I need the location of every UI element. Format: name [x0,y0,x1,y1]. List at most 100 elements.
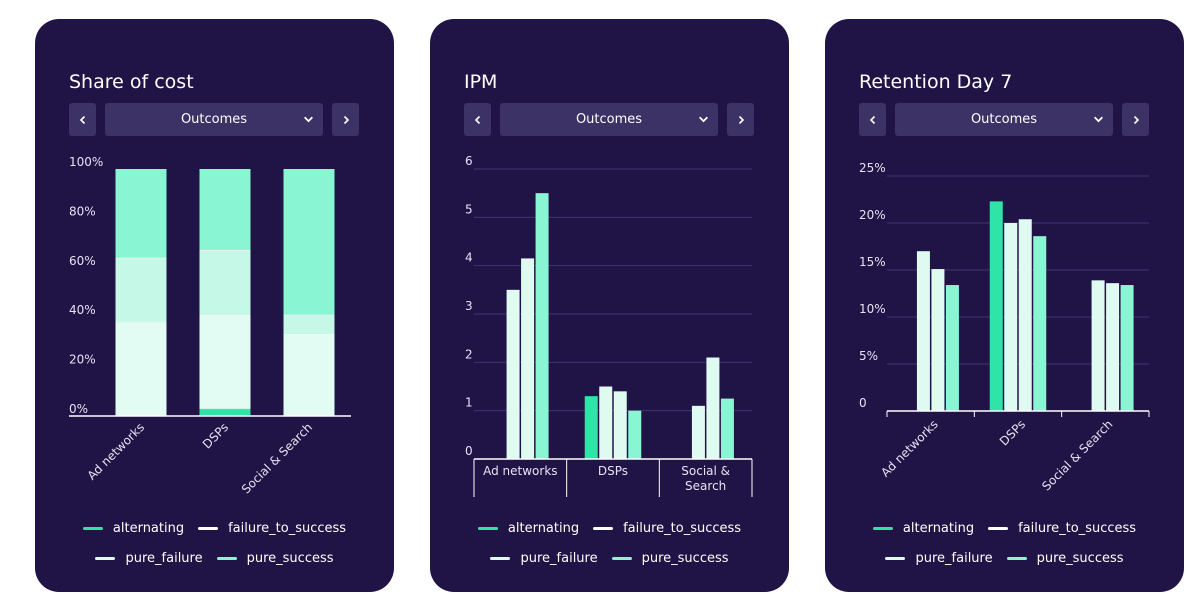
chart-legend: alternating failure_to_success pure_fail… [430,513,789,573]
bar-segment [199,169,251,251]
bar-segment [283,334,335,416]
bar [1120,285,1134,411]
y-tick-label: 0 [859,396,867,410]
next-button[interactable] [1122,103,1149,136]
bar-segment [199,314,251,409]
x-tick-label: Social & [681,464,730,478]
x-tick-label: DSPs [598,464,628,478]
bar [521,258,535,459]
legend-swatch [593,526,614,530]
legend-item-pure-success: pure_success [1006,550,1124,566]
x-tick-label: DSPs [200,420,231,451]
y-tick-label: 6 [465,154,473,168]
bar [931,269,945,411]
y-tick-label: 0 [465,444,473,458]
legend-swatch [216,556,237,560]
legend-label: pure_failure [520,550,598,566]
card-title: Share of cost [69,71,194,93]
legend-swatch [885,556,906,560]
legend-label: failure_to_success [623,520,742,536]
legend-label: pure_failure [915,550,993,566]
chevron-left-icon [869,115,875,124]
y-tick-label: 100% [69,155,103,169]
legend-item-failure-to-success: failure_to_success [198,521,346,536]
legend-swatch [490,556,511,560]
legend-label: alternating [902,520,975,536]
bar [599,386,613,459]
legend-item-pure-failure: pure_failure [95,550,203,566]
chevron-left-icon [474,115,480,124]
legend-swatch [611,556,632,560]
legend-item-pure-failure: pure_failure [885,550,993,566]
bar-segment [115,257,167,323]
legend-label: pure_success [246,550,334,566]
y-tick-label: 60% [69,254,96,268]
y-tick-label: 2 [465,347,473,361]
chevron-right-icon [738,115,744,124]
y-tick-label: 5 [465,202,473,216]
outcomes-dropdown[interactable]: Outcomes [500,103,718,136]
chevron-left-icon [79,115,85,124]
legend-label: failure_to_success [228,520,347,536]
next-button[interactable] [727,103,754,136]
bar [691,405,705,459]
prev-button[interactable] [464,103,491,136]
y-tick-label: 80% [69,204,96,218]
outcomes-dropdown[interactable]: Outcomes [105,103,323,136]
next-button[interactable] [332,103,359,136]
y-tick-label: 1 [465,396,473,410]
card-title: Retention Day 7 [859,71,1013,93]
bar-segment [115,169,167,258]
y-tick-label: 4 [465,251,473,265]
y-tick-label: 10% [859,302,886,316]
legend-item-pure-failure: pure_failure [490,550,598,566]
bar [1091,280,1105,411]
bar [506,289,520,459]
bar-segment [283,169,335,315]
chevron-down-icon [1094,116,1103,123]
prev-button[interactable] [69,103,96,136]
dropdown-value: Outcomes [970,112,1038,127]
legend-item-pure-success: pure_success [216,550,334,566]
bar [1018,219,1032,411]
legend-item-pure-success: pure_success [611,550,729,566]
legend-item-failure-to-success: failure_to_success [988,521,1136,536]
dropdown-value: Outcomes [575,112,643,127]
legend-label: pure_success [641,550,729,566]
y-tick-label: 20% [859,208,886,222]
chart-legend: alternating failure_to_success pure_fail… [35,513,394,573]
legend-label: pure_failure [125,550,203,566]
chevron-right-icon [1133,115,1139,124]
dropdown-value: Outcomes [180,112,248,127]
bar-segment [199,408,251,416]
legend-item-alternating: alternating [477,520,580,536]
bar-segment [283,314,335,335]
prev-button[interactable] [859,103,886,136]
legend-label: pure_success [1036,550,1124,566]
bar [916,251,930,411]
share-of-cost-card: Share of cost Outcomes 0% 20% 40% 60% 80% 100… [35,19,394,592]
legend-swatch [988,526,1009,530]
legend-swatch [95,556,116,560]
retention-day-7-chart: 0 5% 10% 15% 20% 25% Ad networks DSPs Social & S… [859,161,1150,493]
legend-swatch [872,526,893,530]
y-tick-label: 3 [465,299,473,313]
legend-item-alternating: alternating [872,520,975,536]
x-tick-label: Ad networks [85,420,148,483]
bar [613,391,627,459]
bar [720,398,734,459]
y-tick-label: 40% [69,303,96,317]
outcomes-dropdown[interactable]: Outcomes [895,103,1113,136]
x-tick-label: Social & Search [1039,417,1115,493]
chart-legend: alternating failure_to_success pure_fail… [825,513,1184,573]
legend-label: alternating [507,520,580,536]
bar [628,410,642,459]
y-tick-label: 0% [69,402,88,416]
y-tick-label: 20% [69,353,96,367]
legend-swatch [477,526,498,530]
legend-swatch [198,526,219,530]
chevron-down-icon [304,116,313,123]
ipm-card: IPM Outcomes 0 1 2 3 4 5 6 Ad networks DSPs Socia… [430,19,789,592]
y-tick-label: 5% [859,349,878,363]
card-title: IPM [464,71,498,93]
